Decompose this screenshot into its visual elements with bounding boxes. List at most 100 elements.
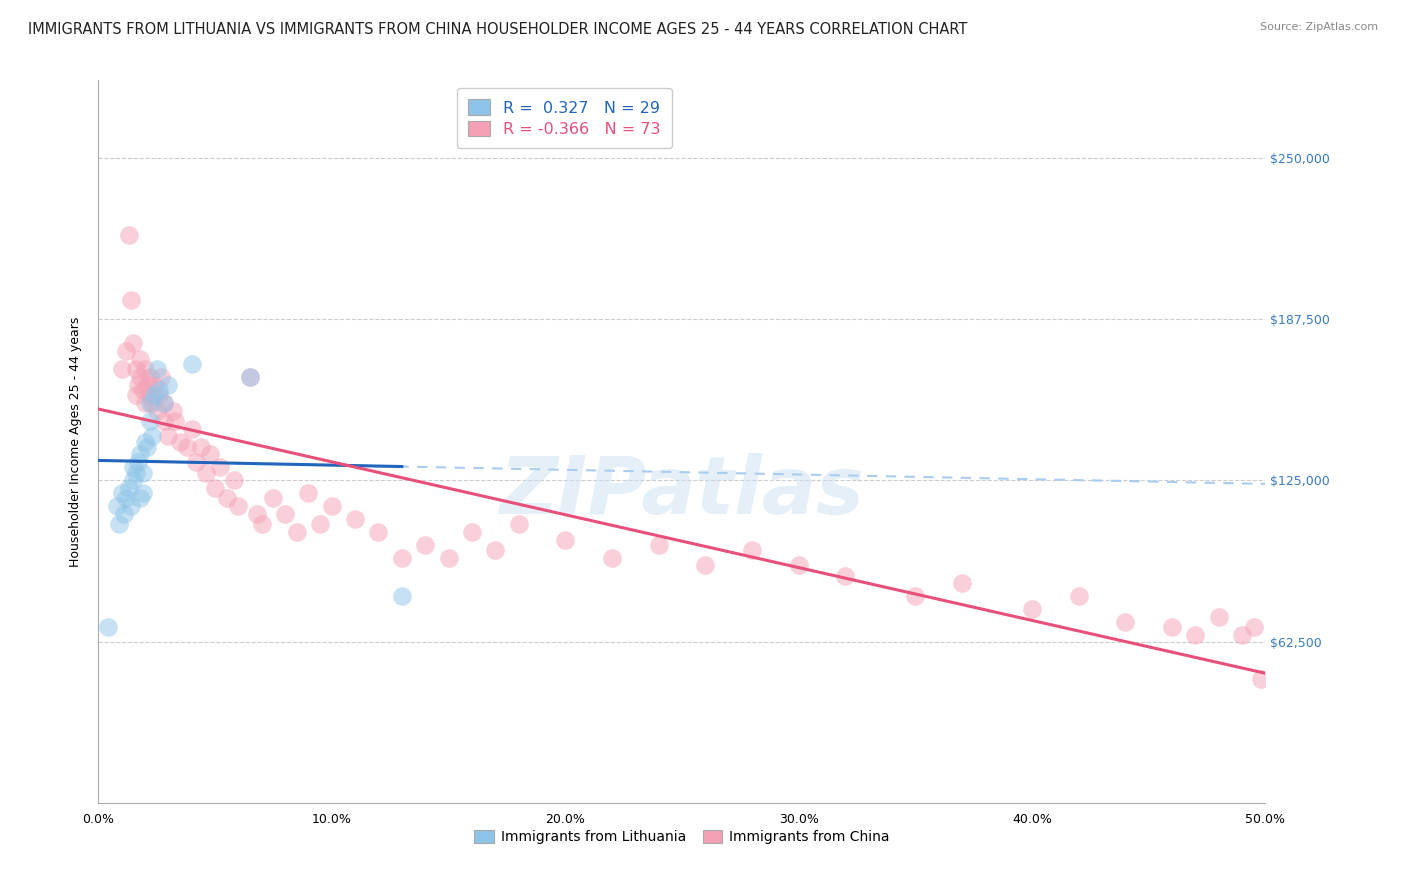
Point xyxy=(129,491,152,506)
Point xyxy=(200,447,222,461)
Point xyxy=(141,429,163,443)
Point xyxy=(165,414,187,428)
Point xyxy=(904,590,927,604)
Point xyxy=(1230,628,1253,642)
Point xyxy=(194,466,217,480)
Point xyxy=(134,434,156,449)
Point xyxy=(367,524,389,539)
Point xyxy=(1250,672,1272,686)
Point xyxy=(239,370,262,384)
Point xyxy=(132,383,155,397)
Point xyxy=(115,491,138,506)
Point xyxy=(125,388,148,402)
Point xyxy=(180,422,202,436)
Point xyxy=(1208,610,1230,624)
Point xyxy=(297,486,319,500)
Point xyxy=(437,550,460,565)
Point xyxy=(834,568,856,582)
Point xyxy=(108,517,131,532)
Point xyxy=(122,473,145,487)
Point xyxy=(186,455,208,469)
Point xyxy=(695,558,717,573)
Point xyxy=(143,388,166,402)
Point xyxy=(162,403,184,417)
Point xyxy=(647,538,669,552)
Point xyxy=(157,377,180,392)
Point xyxy=(120,293,142,307)
Point xyxy=(152,396,174,410)
Point xyxy=(111,486,134,500)
Point xyxy=(139,370,162,384)
Point xyxy=(208,460,231,475)
Point xyxy=(239,370,262,384)
Point xyxy=(1021,602,1043,616)
Point xyxy=(132,486,155,500)
Point xyxy=(129,351,152,366)
Point xyxy=(204,481,226,495)
Point xyxy=(139,396,162,410)
Point xyxy=(146,362,169,376)
Point xyxy=(134,396,156,410)
Point xyxy=(250,517,273,532)
Point xyxy=(139,414,162,428)
Point xyxy=(413,538,436,552)
Point xyxy=(1161,620,1184,634)
Point xyxy=(228,499,250,513)
Point xyxy=(125,362,148,376)
Point xyxy=(148,383,170,397)
Point xyxy=(461,524,484,539)
Point xyxy=(391,590,413,604)
Point xyxy=(152,414,174,428)
Point xyxy=(136,440,159,454)
Point xyxy=(118,481,141,495)
Point xyxy=(115,344,138,359)
Point xyxy=(246,507,269,521)
Point xyxy=(146,403,169,417)
Point xyxy=(118,228,141,243)
Point xyxy=(122,336,145,351)
Point xyxy=(157,429,180,443)
Point xyxy=(112,507,135,521)
Point xyxy=(222,473,245,487)
Point xyxy=(508,517,530,532)
Point xyxy=(97,620,120,634)
Point xyxy=(344,512,367,526)
Point xyxy=(136,377,159,392)
Point xyxy=(262,491,284,506)
Point xyxy=(180,357,202,371)
Point xyxy=(274,507,297,521)
Point xyxy=(176,440,198,454)
Point xyxy=(111,362,134,376)
Point xyxy=(143,377,166,392)
Point xyxy=(129,370,152,384)
Point xyxy=(391,550,413,565)
Point xyxy=(554,533,576,547)
Point xyxy=(285,524,308,539)
Point xyxy=(127,455,149,469)
Y-axis label: Householder Income Ages 25 - 44 years: Householder Income Ages 25 - 44 years xyxy=(69,317,83,566)
Point xyxy=(139,388,162,402)
Point xyxy=(484,542,506,557)
Point xyxy=(741,542,763,557)
Text: IMMIGRANTS FROM LITHUANIA VS IMMIGRANTS FROM CHINA HOUSEHOLDER INCOME AGES 25 - : IMMIGRANTS FROM LITHUANIA VS IMMIGRANTS … xyxy=(28,22,967,37)
Point xyxy=(1243,620,1265,634)
Point xyxy=(148,388,170,402)
Point xyxy=(129,447,152,461)
Point xyxy=(120,499,142,513)
Point xyxy=(1067,590,1090,604)
Point xyxy=(215,491,238,506)
Point xyxy=(122,460,145,475)
Point xyxy=(127,377,149,392)
Text: Source: ZipAtlas.com: Source: ZipAtlas.com xyxy=(1260,22,1378,32)
Point xyxy=(1184,628,1206,642)
Point xyxy=(321,499,343,513)
Point xyxy=(150,370,173,384)
Point xyxy=(1114,615,1136,630)
Point xyxy=(105,499,128,513)
Point xyxy=(152,396,174,410)
Point xyxy=(125,466,148,480)
Point xyxy=(132,466,155,480)
Point xyxy=(134,362,156,376)
Point xyxy=(950,576,973,591)
Point xyxy=(600,550,623,565)
